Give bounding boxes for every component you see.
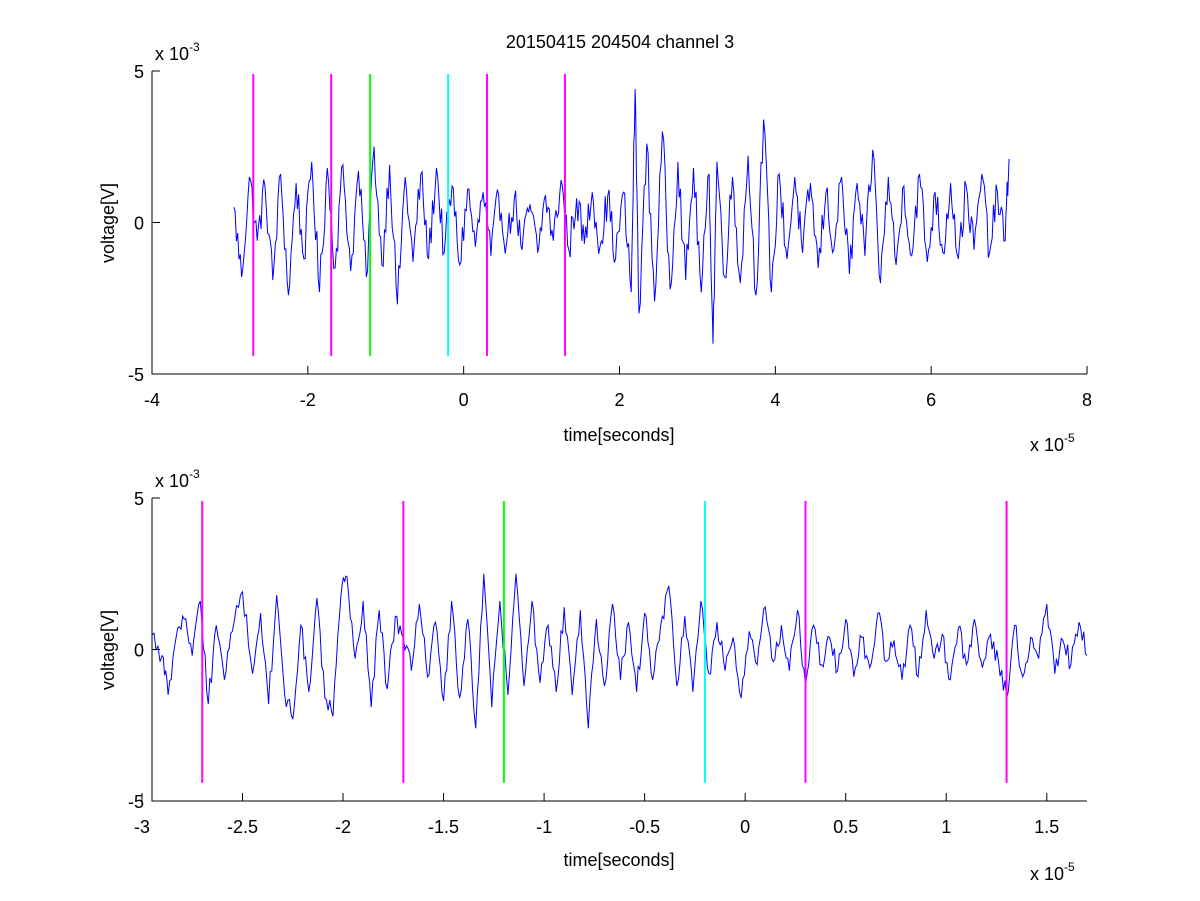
bottom-x-exponent-power: -5: [1064, 860, 1075, 874]
bottom-chart-lines: [151, 573, 1088, 729]
bottom-x-tick-label: -2.5: [227, 817, 258, 837]
top-x-exponent-label: x 10-5: [1030, 431, 1075, 455]
bottom-axis-lines: [151, 498, 1087, 802]
top-chart-markers: [252, 74, 566, 356]
top-y-exponent-base: x 10: [155, 44, 189, 64]
bottom-x-tick-label: 0: [740, 817, 750, 837]
bottom-x-exponent-label: x 10-5: [1030, 860, 1075, 884]
bottom-x-tick-label: -3: [134, 817, 150, 837]
bottom-x-tick-label: -1: [536, 817, 552, 837]
top-x-tick-label: -4: [144, 390, 160, 410]
top-x-tick-label: 2: [614, 390, 624, 410]
bottom-x-tick-label: -2: [335, 817, 351, 837]
top-y-exponent-power: -3: [189, 40, 200, 54]
top-chart: -4 -2 0 2 4 6 8 5 0 -5 voltage[V] time[seconds] x…: [98, 40, 1092, 455]
bottom-chart-axes: [151, 498, 1087, 802]
bottom-y-tick-label: -5: [128, 792, 144, 812]
top-x-exponent-power: -5: [1064, 431, 1075, 445]
bottom-y-axis-label: voltage[V]: [98, 610, 118, 690]
bottom-chart: -3 -2.5 -2 -1.5 -1 -0.5 0 0.5 1 1.5 5 0 -5 voltage[V…: [98, 467, 1088, 884]
top-y-tick-label: 5: [134, 62, 144, 82]
top-x-tick-label: -2: [300, 390, 316, 410]
bottom-x-tick-label: 0.5: [833, 817, 858, 837]
top-y-tick-label: -5: [128, 365, 144, 385]
bottom-y-tick-label: 0: [134, 641, 144, 661]
bottom-y-exponent-power: -3: [189, 467, 200, 481]
top-chart-ticks: -4 -2 0 2 4 6 8 5 0 -5: [128, 62, 1092, 410]
top-x-tick-label: 8: [1082, 390, 1092, 410]
top-y-axis-label: voltage[V]: [98, 183, 118, 263]
bottom-y-exponent-base: x 10: [155, 471, 189, 491]
bottom-chart-ticks: -3 -2.5 -2 -1.5 -1 -0.5 0 0.5 1 1.5 5 0 -5: [128, 489, 1059, 837]
top-y-tick-label: 0: [134, 214, 144, 234]
top-x-exponent-base: x 10: [1030, 435, 1064, 455]
figure-title: 20150415 204504 channel 3: [506, 32, 734, 52]
bottom-x-tick-label: 1.5: [1034, 817, 1059, 837]
bottom-x-tick-label: -1.5: [428, 817, 459, 837]
top-x-tick-label: 4: [770, 390, 780, 410]
top-chart-lines: [233, 89, 1010, 344]
bottom-x-tick-label: -0.5: [629, 817, 660, 837]
bottom-x-exponent-base: x 10: [1030, 864, 1064, 884]
bottom-x-tick-label: 1: [941, 817, 951, 837]
top-y-exponent-label: x 10-3: [155, 40, 200, 64]
top-x-axis-label: time[seconds]: [563, 425, 674, 445]
bottom-chart-markers: [201, 501, 1008, 783]
bottom-y-tick-label: 5: [134, 489, 144, 509]
bottom-series-line: [151, 573, 1088, 729]
top-x-tick-label: 6: [926, 390, 936, 410]
top-x-tick-label: 0: [459, 390, 469, 410]
bottom-x-axis-label: time[seconds]: [563, 850, 674, 870]
top-series-line: [233, 89, 1010, 344]
bottom-y-exponent-label: x 10-3: [155, 467, 200, 491]
